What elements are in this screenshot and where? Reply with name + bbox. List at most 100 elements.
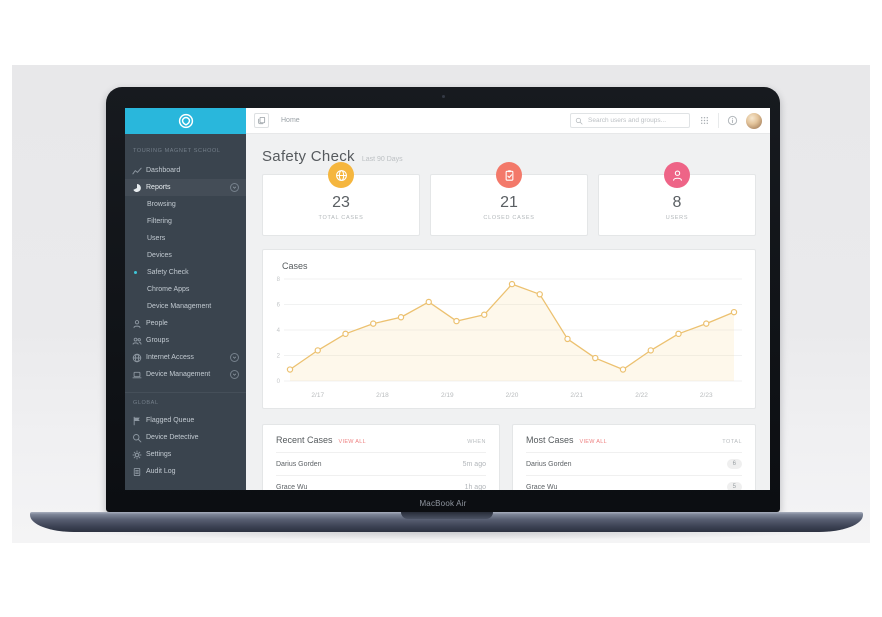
apps-grid-icon[interactable] xyxy=(700,116,709,125)
sidebar-item-label: Settings xyxy=(146,451,172,458)
sidebar-item-devices[interactable]: Devices xyxy=(125,247,246,264)
sidebar-item-filtering[interactable]: Filtering xyxy=(125,213,246,230)
sidebar-section-label: GLOBAL xyxy=(133,400,159,406)
sidebar-item-audit-log[interactable]: Audit Log xyxy=(125,463,246,480)
gear-icon xyxy=(132,450,142,460)
table-row[interactable]: Darius Gorden 6 xyxy=(526,452,742,475)
sidebar: TOURING MAGNET SCHOOL Dashboard Reports Br… xyxy=(125,134,246,490)
table-column-header: WHEN xyxy=(467,439,486,445)
laptop-icon xyxy=(132,370,142,380)
table-title: Recent Cases xyxy=(276,435,333,445)
sidebar-item-label: Reports xyxy=(146,184,171,191)
sidebar-item-reports[interactable]: Reports xyxy=(125,179,246,196)
svg-text:2/18: 2/18 xyxy=(376,392,389,399)
sidebar-item-dashboard[interactable]: Dashboard xyxy=(125,162,246,179)
sidebar-item-label: Safety Check xyxy=(147,269,189,276)
svg-text:2/23: 2/23 xyxy=(700,392,713,399)
sidebar-item-browsing[interactable]: Browsing xyxy=(125,196,246,213)
view-all-link[interactable]: VIEW ALL xyxy=(579,439,607,445)
sidebar-item-device-management[interactable]: Device Management xyxy=(125,366,246,383)
sidebar-item-people[interactable]: People xyxy=(125,315,246,332)
stat-value: 8 xyxy=(672,194,682,211)
person-icon xyxy=(132,319,142,329)
app-body: TOURING MAGNET SCHOOL Dashboard Reports Br… xyxy=(125,134,770,490)
app-logo[interactable] xyxy=(125,108,246,134)
table-row[interactable]: Darius Gorden 5m ago xyxy=(276,452,486,475)
search-input[interactable] xyxy=(586,116,685,125)
sidebar-item-device-detective[interactable]: Device Detective xyxy=(125,429,246,446)
svg-text:8: 8 xyxy=(277,277,281,283)
svg-text:2/19: 2/19 xyxy=(441,392,454,399)
search-plus-icon xyxy=(132,433,142,443)
sidebar-item-settings[interactable]: Settings xyxy=(125,446,246,463)
sidebar-item-internet-access[interactable]: Internet Access xyxy=(125,349,246,366)
pages-icon-button[interactable] xyxy=(254,113,269,128)
row-count-badge: 5 xyxy=(726,482,742,490)
page-subtitle: Last 90 Days xyxy=(361,156,403,163)
stat-label: CLOSED CASES xyxy=(483,215,535,221)
tables-row: Recent Cases VIEW ALL WHEN Darius Gorden 5m … xyxy=(262,424,757,490)
sidebar-item-label: Browsing xyxy=(147,201,176,208)
sidebar-item-label: Device Detective xyxy=(146,434,199,441)
table-row[interactable]: Grace Wu 5 xyxy=(526,475,742,490)
logo-mark-icon xyxy=(178,113,194,129)
stat-value: 23 xyxy=(332,194,350,211)
school-name-label: TOURING MAGNET SCHOOL xyxy=(133,148,221,154)
sidebar-item-users[interactable]: Users xyxy=(125,230,246,247)
row-name: Grace Wu xyxy=(526,483,558,491)
page-head: Safety Check Last 90 Days xyxy=(262,148,757,165)
app-screen: Home TOURING MAGNET SCHOOL Dashboard Repo… xyxy=(125,108,770,490)
table-card-recent-cases: Recent Cases VIEW ALL WHEN Darius Gorden 5m … xyxy=(262,424,500,490)
audit-doc-icon xyxy=(132,467,142,477)
svg-text:2: 2 xyxy=(277,354,281,360)
sidebar-item-device-management[interactable]: Device Management xyxy=(125,298,246,315)
sidebar-item-flagged-queue[interactable]: Flagged Queue xyxy=(125,412,246,429)
topbar-divider xyxy=(718,113,719,128)
page-title: Safety Check xyxy=(262,148,355,165)
line-chart-icon xyxy=(132,166,142,176)
globe-icon xyxy=(132,353,142,363)
breadcrumb[interactable]: Home xyxy=(281,117,300,124)
svg-text:6: 6 xyxy=(277,303,281,309)
stat-card-total-cases: 23 TOTAL CASES xyxy=(262,162,420,236)
sidebar-item-chrome-apps[interactable]: Chrome Apps xyxy=(125,281,246,298)
laptop-base xyxy=(30,512,863,532)
sidebar-item-label: Internet Access xyxy=(146,354,194,361)
chevron-down-icon[interactable] xyxy=(230,370,239,379)
search-box[interactable] xyxy=(570,113,690,128)
chart-title: Cases xyxy=(282,261,308,271)
cases-chart-card: Cases 0 2 4 6 8 2/17 2/18 2/19 2/20 2/21 2/22 2/23 xyxy=(262,249,756,409)
table-title: Most Cases xyxy=(526,435,574,445)
help-icon[interactable] xyxy=(727,115,738,126)
svg-text:2/17: 2/17 xyxy=(311,392,324,399)
main-content: Safety Check Last 90 Days 23 TOTAL CASES 2… xyxy=(246,134,770,490)
row-time: 5m ago xyxy=(462,460,486,468)
row-time: 1h ago xyxy=(464,483,486,491)
table-row[interactable]: Grace Wu 1h ago xyxy=(276,475,486,490)
sidebar-item-label: Chrome Apps xyxy=(147,286,190,293)
view-all-link[interactable]: VIEW ALL xyxy=(338,439,366,445)
sidebar-item-groups[interactable]: Groups xyxy=(125,332,246,349)
avatar[interactable] xyxy=(746,112,762,129)
search-icon xyxy=(575,117,583,125)
webcam-dot xyxy=(442,95,445,98)
pie-chart-icon xyxy=(132,183,142,193)
sidebar-item-label: Dashboard xyxy=(146,167,181,174)
row-name: Grace Wu xyxy=(276,483,308,491)
stat-card-users: 8 USERS xyxy=(598,162,756,236)
svg-text:4: 4 xyxy=(277,328,281,334)
sidebar-item-label: Users xyxy=(147,235,166,242)
person-icon-badge xyxy=(664,162,690,188)
active-dot xyxy=(134,271,137,274)
base-notch xyxy=(400,512,493,519)
stats-row: 23 TOTAL CASES 21 CLOSED CASES 8 USERS xyxy=(262,162,757,236)
stat-label: TOTAL CASES xyxy=(318,215,364,221)
row-count-badge: 6 xyxy=(726,459,742,469)
chevron-down-icon[interactable] xyxy=(230,353,239,362)
sidebar-item-label: People xyxy=(146,320,168,327)
table-column-header: TOTAL xyxy=(722,439,742,445)
sidebar-item-safety-check[interactable]: Safety Check xyxy=(125,264,246,281)
chevron-down-icon[interactable] xyxy=(230,183,239,192)
row-name: Darius Gorden xyxy=(526,460,572,468)
svg-text:0: 0 xyxy=(277,379,281,385)
